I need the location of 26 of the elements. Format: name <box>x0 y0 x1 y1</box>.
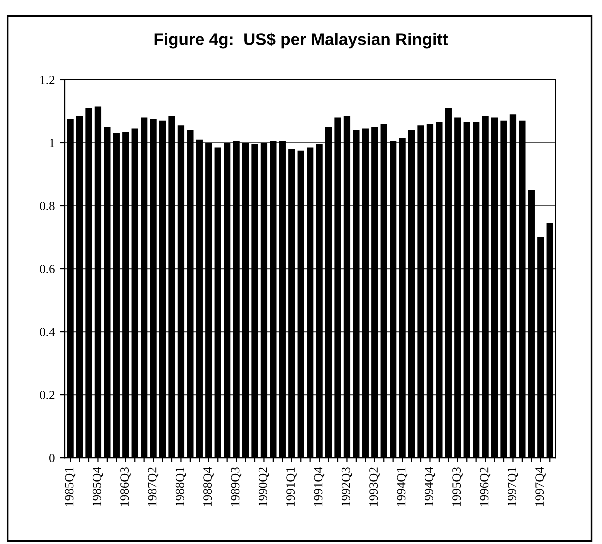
y-tick-label: 0.4 <box>40 328 56 337</box>
x-tick-label: 1989Q3 <box>231 468 242 506</box>
x-tick-label: 1997Q4 <box>536 467 546 506</box>
x-tick-label: 1986Q3 <box>120 468 131 506</box>
x-tick-label: 1993Q2 <box>370 468 380 506</box>
x-tick-label: 1997Q1 <box>508 468 518 506</box>
x-tick-label: 1991Q1 <box>286 468 297 506</box>
x-tick-label: 1991Q4 <box>314 467 325 506</box>
x-tick-label: 1990Q2 <box>258 468 270 506</box>
chart-title: Figure 4g: US$ per Malaysian Ringitt <box>154 32 448 49</box>
x-tick-label: 1994Q4 <box>424 467 436 506</box>
x-tick-label: 1988Q4 <box>204 467 214 506</box>
x-tick-label: 1987Q2 <box>148 468 159 506</box>
x-tick-label: 1988Q1 <box>176 468 186 506</box>
x-tick-label: 1996Q2 <box>480 468 491 506</box>
x-tick-label: 1985Q1 <box>65 468 76 506</box>
y-tick-label: 1.2 <box>40 76 55 84</box>
y-tick-label: 0 <box>50 454 55 463</box>
y-tick-label: 1 <box>50 139 55 148</box>
y-tick-label: 0.8 <box>40 202 55 211</box>
x-tick-label: 1994Q1 <box>397 468 408 506</box>
x-tick-label: 1992Q3 <box>342 468 352 506</box>
x-tick-label: 1995Q3 <box>452 468 463 506</box>
x-tick-label: 1985Q4 <box>92 467 104 506</box>
y-tick-label: 0.6 <box>40 265 55 274</box>
y-tick-label: 0.2 <box>40 391 55 400</box>
